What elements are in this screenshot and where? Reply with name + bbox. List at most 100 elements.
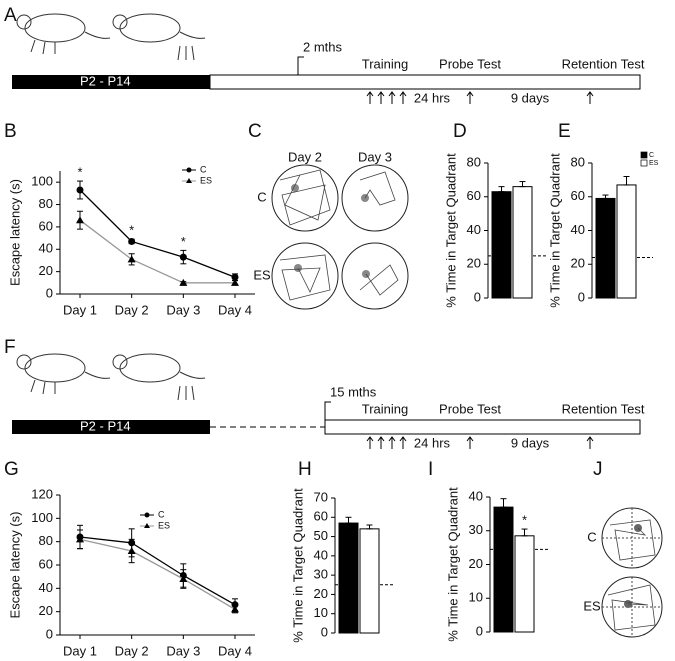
- session-arrow: [466, 436, 474, 449]
- x-tick-label: Day 2: [115, 643, 149, 658]
- age-arrow: [324, 401, 331, 420]
- panel-label: E: [558, 121, 571, 142]
- point: [128, 237, 136, 245]
- retention-label: Retention Test: [562, 401, 645, 416]
- interval-label: 9 days: [511, 90, 550, 105]
- series-line: [79, 219, 235, 284]
- y-tick-label: 20: [469, 556, 483, 571]
- bar: [493, 506, 514, 633]
- session-arrow: [377, 436, 385, 449]
- y-tick-label: 60: [314, 509, 328, 524]
- group-label: ES: [583, 598, 601, 613]
- point: [76, 535, 84, 543]
- point: [179, 278, 188, 286]
- session-arrow: [586, 436, 594, 449]
- significance-mark: *: [77, 165, 82, 180]
- significance-mark: *: [522, 513, 527, 528]
- point: [127, 255, 136, 263]
- timeline-period: [12, 75, 210, 89]
- y-tick-label: 80: [39, 196, 53, 211]
- y-tick-label: 40: [571, 222, 585, 237]
- session-arrow: [388, 436, 396, 449]
- x-tick-label: Day 1: [63, 643, 97, 658]
- y-axis-label: % Time in Target Quadrant: [443, 153, 458, 308]
- age-label: 2 mths: [303, 39, 343, 54]
- group-label: C: [257, 189, 266, 204]
- x-tick-label: Day 4: [218, 302, 252, 317]
- y-tick-label: 70: [314, 489, 328, 504]
- training-label: Training: [362, 56, 408, 71]
- legend-swatch: [640, 151, 648, 159]
- point: [231, 278, 239, 286]
- series-line: [79, 536, 236, 606]
- y-tick-label: 40: [467, 222, 481, 237]
- y-axis-label: % Time in Target Quadrant: [547, 153, 562, 308]
- panel-label: H: [298, 459, 312, 480]
- y-axis-label: % Time in Target Quadrant: [445, 487, 460, 642]
- bar: [338, 522, 359, 634]
- point: [179, 575, 188, 582]
- y-tick-label: 50: [314, 528, 328, 543]
- point: [231, 273, 239, 281]
- point: [179, 253, 187, 261]
- panel-label: F: [4, 337, 16, 358]
- session-arrow: [366, 436, 374, 449]
- y-tick-label: 30: [469, 522, 483, 537]
- interval-label: 24 hrs: [414, 435, 451, 450]
- panel-label: D: [453, 121, 467, 142]
- period-label: P2 - P14: [80, 418, 131, 433]
- x-tick-label: Day 2: [115, 302, 149, 317]
- y-tick-label: 40: [39, 580, 53, 595]
- panel-label: G: [4, 459, 19, 480]
- significance-mark: *: [181, 234, 186, 249]
- y-tick-label: 40: [39, 241, 53, 256]
- y-tick-label: 30: [314, 567, 328, 582]
- timeline-box: [209, 74, 641, 90]
- y-tick-label: 100: [31, 174, 53, 189]
- y-axis-label: Escape latency (s): [7, 512, 22, 619]
- y-tick-label: 10: [469, 590, 483, 605]
- y-tick-label: 20: [467, 256, 481, 271]
- x-tick-label: Day 3: [166, 302, 200, 317]
- session-arrow: [466, 91, 474, 104]
- interval-label: 9 days: [511, 435, 550, 450]
- x-tick-label: Day 3: [166, 643, 200, 658]
- y-tick-label: 80: [39, 533, 53, 548]
- legend-label: C: [649, 152, 654, 159]
- y-tick-label: 100: [31, 510, 53, 525]
- legend-marker: [144, 512, 150, 518]
- legend-label: C: [158, 509, 165, 519]
- x-tick-label: Day 1: [63, 302, 97, 317]
- y-tick-label: 0: [578, 289, 585, 304]
- y-tick-label: 20: [314, 586, 328, 601]
- y-tick-label: 60: [571, 188, 585, 203]
- point: [76, 186, 84, 194]
- day-label: Day 3: [358, 149, 392, 164]
- y-tick-label: 60: [467, 188, 481, 203]
- panel-label: A: [4, 5, 17, 26]
- legend-marker: [186, 178, 192, 183]
- y-tick-label: 40: [314, 547, 328, 562]
- session-arrow: [388, 91, 396, 104]
- y-tick-label: 0: [321, 624, 328, 639]
- swim-path-arenas: [271, 164, 663, 638]
- group-label: ES: [253, 267, 271, 282]
- session-arrow: [399, 436, 407, 449]
- y-tick-label: 20: [39, 603, 53, 618]
- bar: [359, 528, 380, 634]
- day-label: Day 2: [288, 149, 322, 164]
- y-tick-label: 0: [46, 285, 53, 300]
- panel-label: J: [593, 459, 603, 480]
- period-label: P2 - P14: [80, 73, 131, 88]
- panel-label: B: [4, 121, 17, 142]
- legend-marker: [186, 167, 192, 173]
- bar: [514, 535, 535, 633]
- legend-label: C: [200, 164, 207, 174]
- interval-label: 24 hrs: [414, 90, 451, 105]
- y-tick-label: 0: [474, 289, 481, 304]
- y-tick-label: 20: [571, 256, 585, 271]
- y-tick-label: 80: [571, 154, 585, 169]
- bar: [616, 184, 637, 299]
- probe-label: Probe Test: [439, 56, 501, 71]
